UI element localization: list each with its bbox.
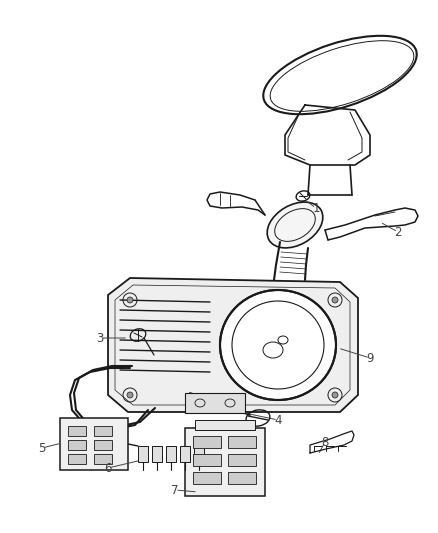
Bar <box>68 454 86 464</box>
Bar <box>228 436 256 448</box>
Text: 2: 2 <box>394 225 402 238</box>
Ellipse shape <box>127 297 133 303</box>
Bar <box>193 472 221 484</box>
Bar <box>195 420 255 430</box>
Text: 6: 6 <box>104 462 112 474</box>
Text: 9: 9 <box>366 351 374 365</box>
Text: 1: 1 <box>312 201 320 214</box>
Polygon shape <box>108 278 358 412</box>
Ellipse shape <box>332 392 338 398</box>
Bar <box>193 454 221 466</box>
Bar <box>180 446 190 462</box>
Bar <box>94 440 112 450</box>
Text: 8: 8 <box>321 435 328 448</box>
Bar <box>185 393 245 413</box>
Bar <box>228 472 256 484</box>
Bar <box>152 446 162 462</box>
Bar <box>60 418 128 470</box>
Text: 4: 4 <box>274 414 282 426</box>
Bar <box>94 426 112 436</box>
Bar <box>138 446 148 462</box>
Bar <box>94 454 112 464</box>
Bar <box>194 446 204 462</box>
Ellipse shape <box>332 297 338 303</box>
Bar <box>193 436 221 448</box>
Bar <box>185 428 265 496</box>
Ellipse shape <box>127 392 133 398</box>
Text: 7: 7 <box>171 483 179 497</box>
Text: 5: 5 <box>38 441 46 455</box>
Bar <box>68 440 86 450</box>
Text: 3: 3 <box>96 332 104 344</box>
Ellipse shape <box>220 290 336 400</box>
Bar <box>166 446 176 462</box>
Bar <box>228 454 256 466</box>
Ellipse shape <box>267 202 323 248</box>
Bar <box>68 426 86 436</box>
